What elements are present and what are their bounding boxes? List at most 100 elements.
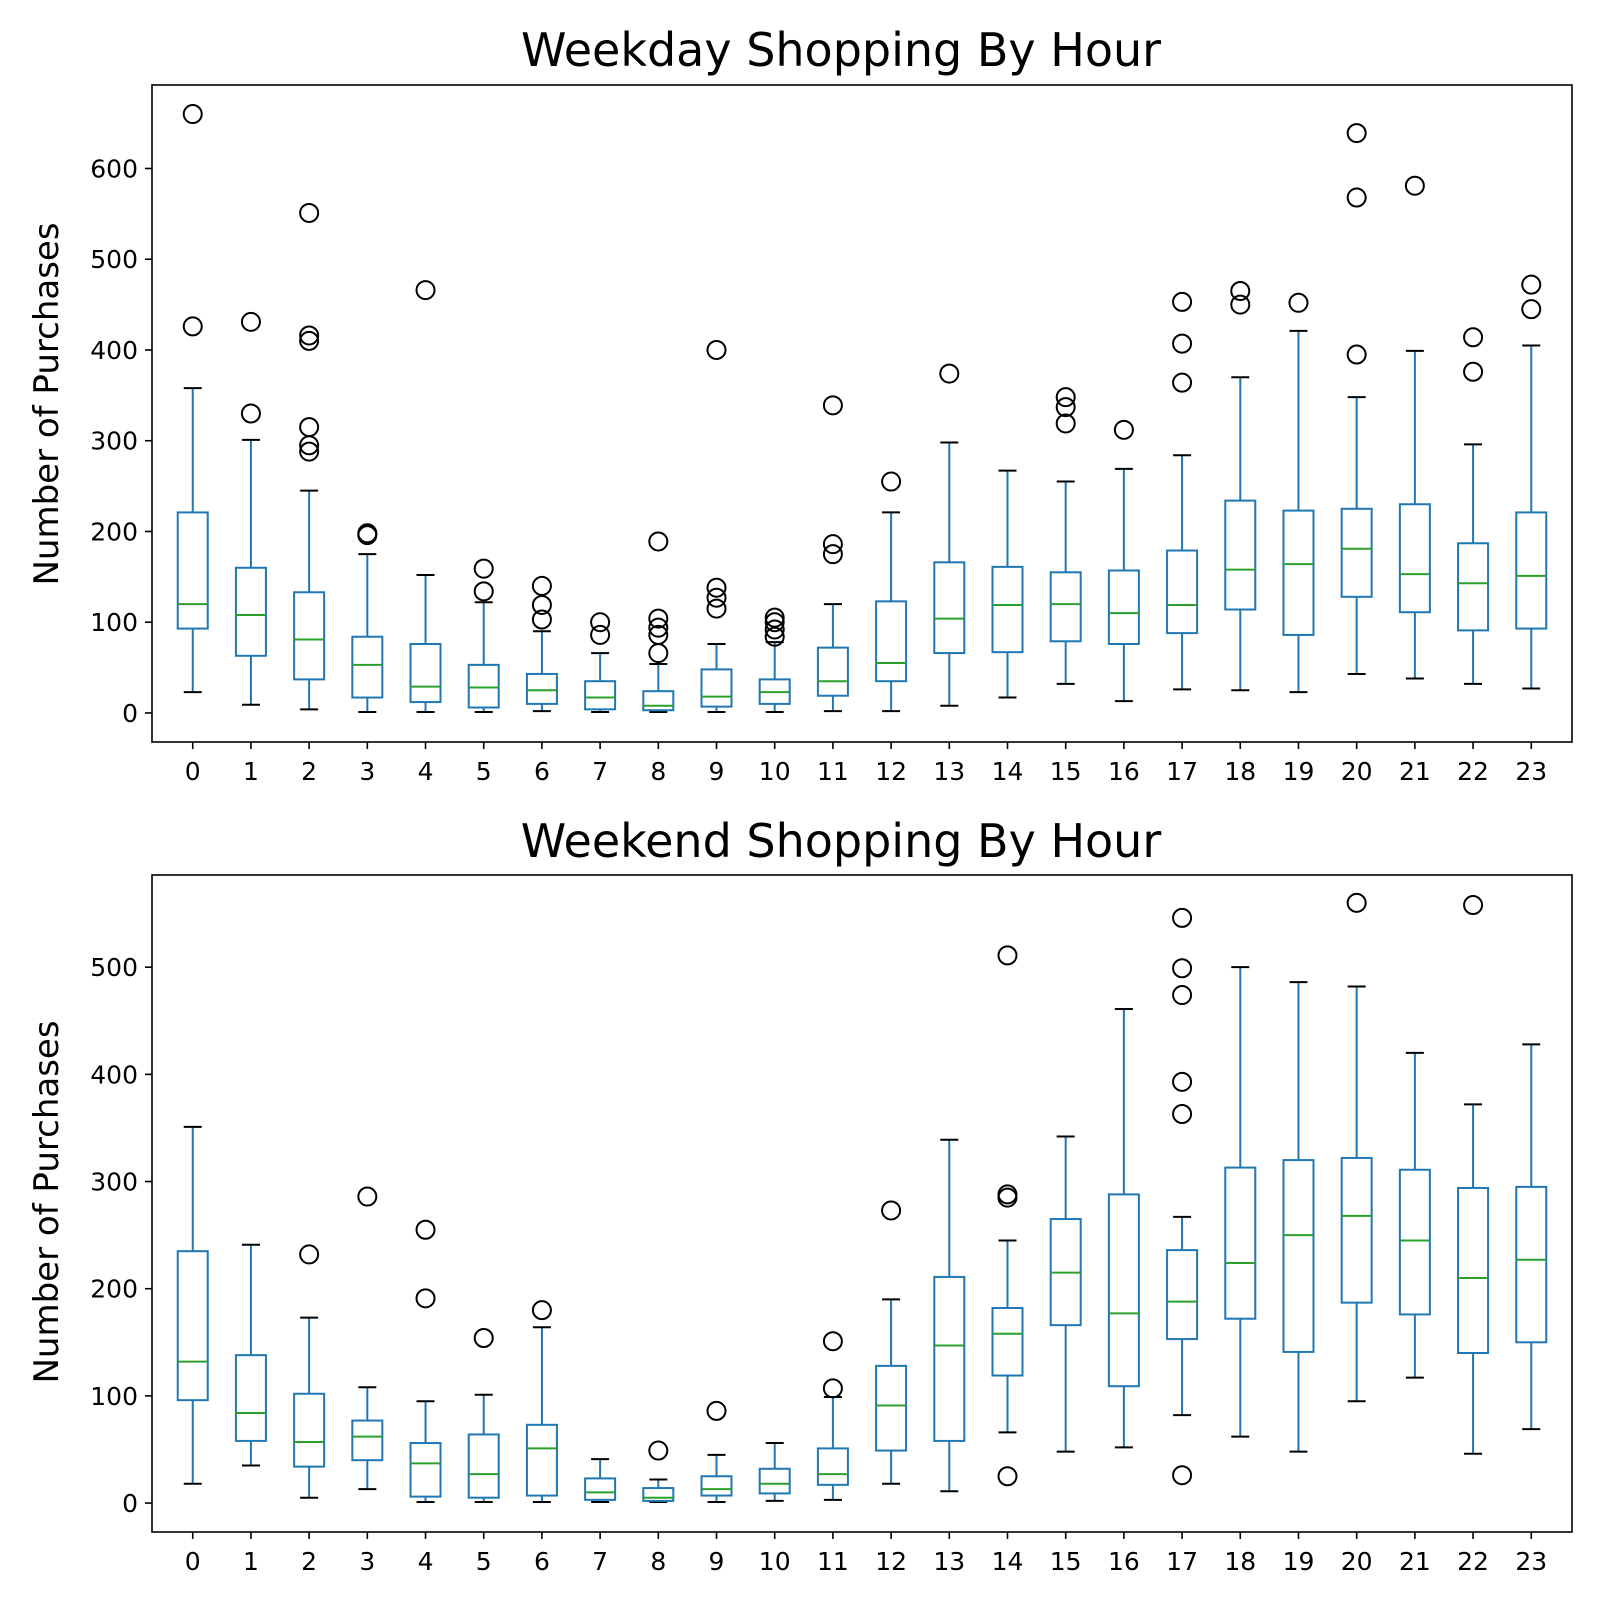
- iqr-box: [234, 566, 267, 657]
- box-hour-16: [1107, 1007, 1140, 1449]
- x-tick-label: 12: [875, 1547, 907, 1576]
- outlier-point: [531, 594, 552, 615]
- outlier-point: [822, 534, 843, 555]
- box-hour-11: [816, 395, 849, 713]
- x-tick-label: 19: [1283, 757, 1315, 786]
- chart-title: Weekend Shopping By Hour: [521, 814, 1162, 868]
- y-tick-label: 100: [90, 1382, 138, 1411]
- outlier-point: [590, 612, 611, 633]
- x-tick-label: 18: [1224, 757, 1256, 786]
- box-hour-15: [1049, 387, 1082, 685]
- outlier-point: [357, 523, 378, 544]
- outlier-point: [1346, 892, 1367, 913]
- outlier-point: [997, 945, 1018, 966]
- iqr-box: [1107, 1193, 1140, 1388]
- box-hour-20: [1340, 123, 1373, 675]
- x-tick-label: 16: [1108, 1547, 1140, 1576]
- box-hour-7: [584, 612, 617, 714]
- x-tick-label: 19: [1283, 1547, 1315, 1576]
- x-tick-label: 2: [301, 757, 317, 786]
- y-tick-label: 0: [122, 1489, 138, 1518]
- outlier-point: [1463, 361, 1484, 382]
- outlier-point: [473, 581, 494, 602]
- iqr-box: [293, 591, 326, 681]
- outlier-point: [531, 575, 552, 596]
- box-hour-17: [1166, 291, 1199, 691]
- x-tick-label: 8: [650, 757, 666, 786]
- box-hour-9: [700, 1400, 733, 1503]
- box-hour-5: [467, 558, 500, 714]
- box-hour-22: [1457, 327, 1490, 685]
- iqr-box: [1282, 1159, 1315, 1353]
- y-tick-label: 0: [122, 699, 138, 728]
- outlier-point: [706, 339, 727, 360]
- iqr-box: [875, 600, 908, 683]
- outlier-point: [1404, 175, 1425, 196]
- box-hour-23: [1515, 274, 1548, 690]
- outlier-point: [1172, 1071, 1193, 1092]
- box-hour-3: [351, 523, 384, 714]
- outlier-point: [357, 1186, 378, 1207]
- x-tick-label: 20: [1341, 757, 1373, 786]
- outlier-point: [531, 609, 552, 630]
- outlier-point: [299, 330, 320, 351]
- box-hour-12: [875, 471, 908, 713]
- outlier-point: [1230, 294, 1251, 315]
- iqr-box: [467, 663, 500, 709]
- iqr-box: [1340, 507, 1373, 598]
- outlier-point: [415, 1219, 436, 1240]
- iqr-box: [1457, 542, 1490, 632]
- weekend-boxplot-panel: Weekend Shopping By Hour Number of Purch…: [27, 814, 1573, 1576]
- iqr-box: [642, 1487, 675, 1502]
- iqr-box: [1049, 571, 1082, 643]
- iqr-box: [933, 1275, 966, 1442]
- outlier-point: [1055, 413, 1076, 434]
- iqr-box: [1166, 1249, 1199, 1341]
- outlier-point: [822, 1378, 843, 1399]
- outlier-point: [822, 395, 843, 416]
- box-hour-0: [176, 1125, 209, 1485]
- box-hour-7: [584, 1458, 617, 1503]
- iqr-box: [1107, 569, 1140, 645]
- outlier-point: [531, 1300, 552, 1321]
- iqr-box: [1282, 509, 1315, 636]
- box-hour-12: [875, 1200, 908, 1485]
- outlier-point: [182, 316, 203, 337]
- y-tick-label: 200: [90, 517, 138, 546]
- box-hour-23: [1515, 1043, 1548, 1431]
- box-hour-4: [409, 1219, 442, 1503]
- x-tick-label: 7: [592, 757, 608, 786]
- x-tick-label: 0: [185, 757, 201, 786]
- x-tick-label: 10: [759, 1547, 791, 1576]
- outlier-point: [822, 1331, 843, 1352]
- iqr-box: [293, 1392, 326, 1468]
- outlier-point: [822, 544, 843, 565]
- outlier-point: [648, 1440, 669, 1461]
- x-tick-label: 5: [476, 757, 492, 786]
- outlier-point: [1055, 387, 1076, 408]
- outlier-point: [764, 626, 785, 647]
- iqr-box: [1166, 549, 1199, 635]
- iqr-box: [1224, 1166, 1257, 1320]
- iqr-box: [1457, 1186, 1490, 1355]
- y-tick-label: 500: [90, 245, 138, 274]
- box-hour-8: [642, 1440, 675, 1503]
- outlier-point: [1521, 299, 1542, 320]
- iqr-box: [758, 1467, 791, 1495]
- x-tick-label: 1: [243, 1547, 259, 1576]
- box-hour-21: [1398, 175, 1431, 680]
- y-tick-label: 100: [90, 608, 138, 637]
- box-hour-14: [991, 945, 1024, 1487]
- iqr-box: [584, 1477, 617, 1501]
- outlier-point: [1346, 344, 1367, 365]
- x-tick-label: 18: [1224, 1547, 1256, 1576]
- box-hour-6: [525, 575, 558, 713]
- iqr-box: [1398, 1168, 1431, 1316]
- axes-frame: [151, 874, 1573, 1533]
- x-tick-label: 5: [476, 1547, 492, 1576]
- box-hour-11: [816, 1331, 849, 1501]
- box-hour-18: [1224, 280, 1257, 692]
- chart-title: Weekday Shopping By Hour: [521, 23, 1161, 77]
